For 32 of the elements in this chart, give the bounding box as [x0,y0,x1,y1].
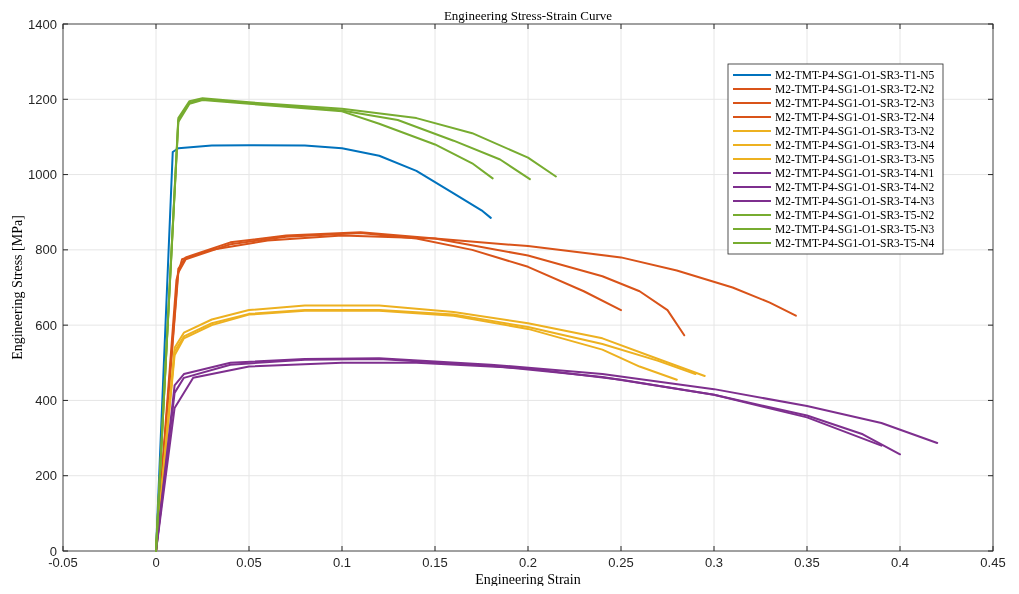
x-tick-label: 0.3 [704,555,724,570]
x-tick-label: 0.45 [980,555,1006,570]
x-tick-label: 0.35 [794,555,820,570]
y-tick-label: 400 [35,392,57,408]
x-tick-label: 0.2 [518,555,538,570]
x-tick-label: 0.25 [608,555,634,570]
y-tick-label: 200 [35,468,57,484]
x-tick-label: 0.05 [236,555,262,570]
legend-label: M2-TMT-P4-SG1-O1-SR3-T4-N1 [775,167,935,179]
legend-label: M2-TMT-P4-SG1-O1-SR3-T2-N4 [775,111,935,123]
legend-label: M2-TMT-P4-SG1-O1-SR3-T5-N4 [775,237,935,249]
y-tick-label: 600 [35,317,57,333]
y-tick-label: 1000 [28,167,57,183]
legend-label: M2-TMT-P4-SG1-O1-SR3-T5-N3 [775,223,935,235]
x-tick-label: 0.4 [890,555,910,570]
legend-label: M2-TMT-P4-SG1-O1-SR3-T4-N2 [775,181,935,193]
x-tick-label: 0 [152,555,160,570]
legend-label: M2-TMT-P4-SG1-O1-SR3-T4-N3 [775,195,935,207]
y-tick-label: 800 [35,242,57,258]
y-tick-label: 1400 [28,16,57,32]
legend-label: M2-TMT-P4-SG1-O1-SR3-T5-N2 [775,209,935,221]
legend-label: M2-TMT-P4-SG1-O1-SR3-T3-N5 [775,153,935,165]
y-tick-label: 1200 [28,91,57,107]
legend-label: M2-TMT-P4-SG1-O1-SR3-T3-N4 [775,139,935,151]
y-axis-title: Engineering Stress [MPa] [10,215,25,360]
legend-label: M2-TMT-P4-SG1-O1-SR3-T3-N2 [775,125,935,137]
legend-label: M2-TMT-P4-SG1-O1-SR3-T1-N5 [775,69,935,81]
legend-label: M2-TMT-P4-SG1-O1-SR3-T2-N3 [775,97,935,109]
x-tick-label: 0.1 [332,555,352,570]
chart-title: Engineering Stress-Strain Curve [443,8,613,23]
x-tick-label: 0.15 [422,555,448,570]
legend-label: M2-TMT-P4-SG1-O1-SR3-T2-N2 [775,83,935,95]
